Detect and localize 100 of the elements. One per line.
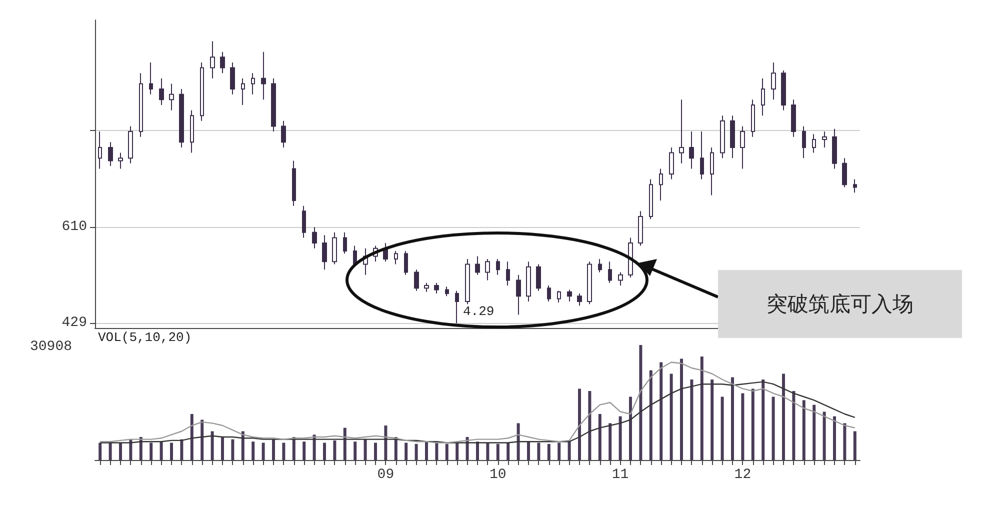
bar [282,442,286,460]
bar [435,442,438,460]
candlestick [98,131,102,170]
candlestick [506,261,510,286]
x-tick-label: 09 [377,467,394,483]
candlestick [159,78,164,106]
bar [792,391,796,460]
candlestick [108,142,113,167]
bar [660,362,663,460]
bar [160,442,163,460]
candlestick [771,62,776,100]
candlestick [812,134,816,154]
candlestick [302,205,306,238]
bar [547,444,550,460]
candlestick [577,292,582,306]
bar [343,428,346,460]
bar [384,426,388,460]
candlestick [638,210,643,246]
bar [741,393,744,460]
candlestick [832,128,837,170]
bar [537,442,540,460]
bar [720,396,724,460]
candlestick [281,120,286,148]
candlestick [169,83,174,111]
candlestick [128,126,133,164]
bar [598,414,602,460]
bar [578,388,581,460]
candlestick [312,226,317,249]
bar [333,440,336,460]
candlestick [496,258,500,276]
bar [608,423,612,460]
candlestick [179,88,184,148]
x-tick-label: 10 [489,467,506,483]
candlestick [241,78,245,106]
bar [374,442,377,460]
candlestick [649,178,653,220]
candlestick [139,72,143,138]
candlestick [251,72,255,95]
bar [456,442,459,460]
bar [119,442,122,460]
candlestick [322,234,327,270]
bar [262,442,265,460]
bar [710,380,714,460]
bar [496,444,500,460]
candlestick [842,158,847,188]
bar [516,423,520,460]
candlestick [190,110,194,154]
bar [129,439,132,460]
bar [822,412,826,460]
candlestick [445,286,449,297]
candlestick [618,272,623,286]
candlestick [332,232,337,265]
bar [506,442,510,460]
candlestick [271,78,276,132]
bar [762,380,765,460]
bar [404,442,408,460]
bar [221,437,224,460]
candlestick [751,99,755,138]
bar [414,444,418,460]
candlestick [230,62,235,95]
candlestick [689,131,694,170]
candlestick [557,290,561,304]
bar [639,345,642,460]
bar [231,439,234,460]
candlestick [475,256,480,276]
candlestick [679,99,684,164]
bar [486,442,490,460]
bar [323,442,326,460]
bar [568,442,571,460]
candlestick [434,282,439,294]
bar [670,374,673,460]
bar [772,396,775,460]
candlestick [149,62,153,95]
candlestick [730,115,735,159]
candlestick [485,258,490,281]
candlestick [404,250,408,276]
callout-box: 突破筑底可入场 [718,270,962,338]
candlestick [567,289,572,302]
candlestick [261,51,266,100]
bar [190,414,194,460]
candlestick [465,258,470,305]
candlestick [740,126,745,170]
bar [445,444,448,460]
candlestick [659,168,663,202]
bar [680,358,683,460]
bar [527,442,530,460]
candlestick [822,131,827,148]
candlestick [587,261,592,305]
bar [252,442,255,460]
bar [690,380,694,460]
bar [588,391,592,460]
y-tick-label: 610 [62,219,87,236]
bar [802,400,806,460]
candlestick [761,78,765,116]
bar [843,423,846,460]
candlestick [220,51,225,74]
x-tick-label: 12 [734,467,752,483]
candlestick [669,146,674,180]
bar [425,442,428,460]
candlestick [200,62,204,122]
